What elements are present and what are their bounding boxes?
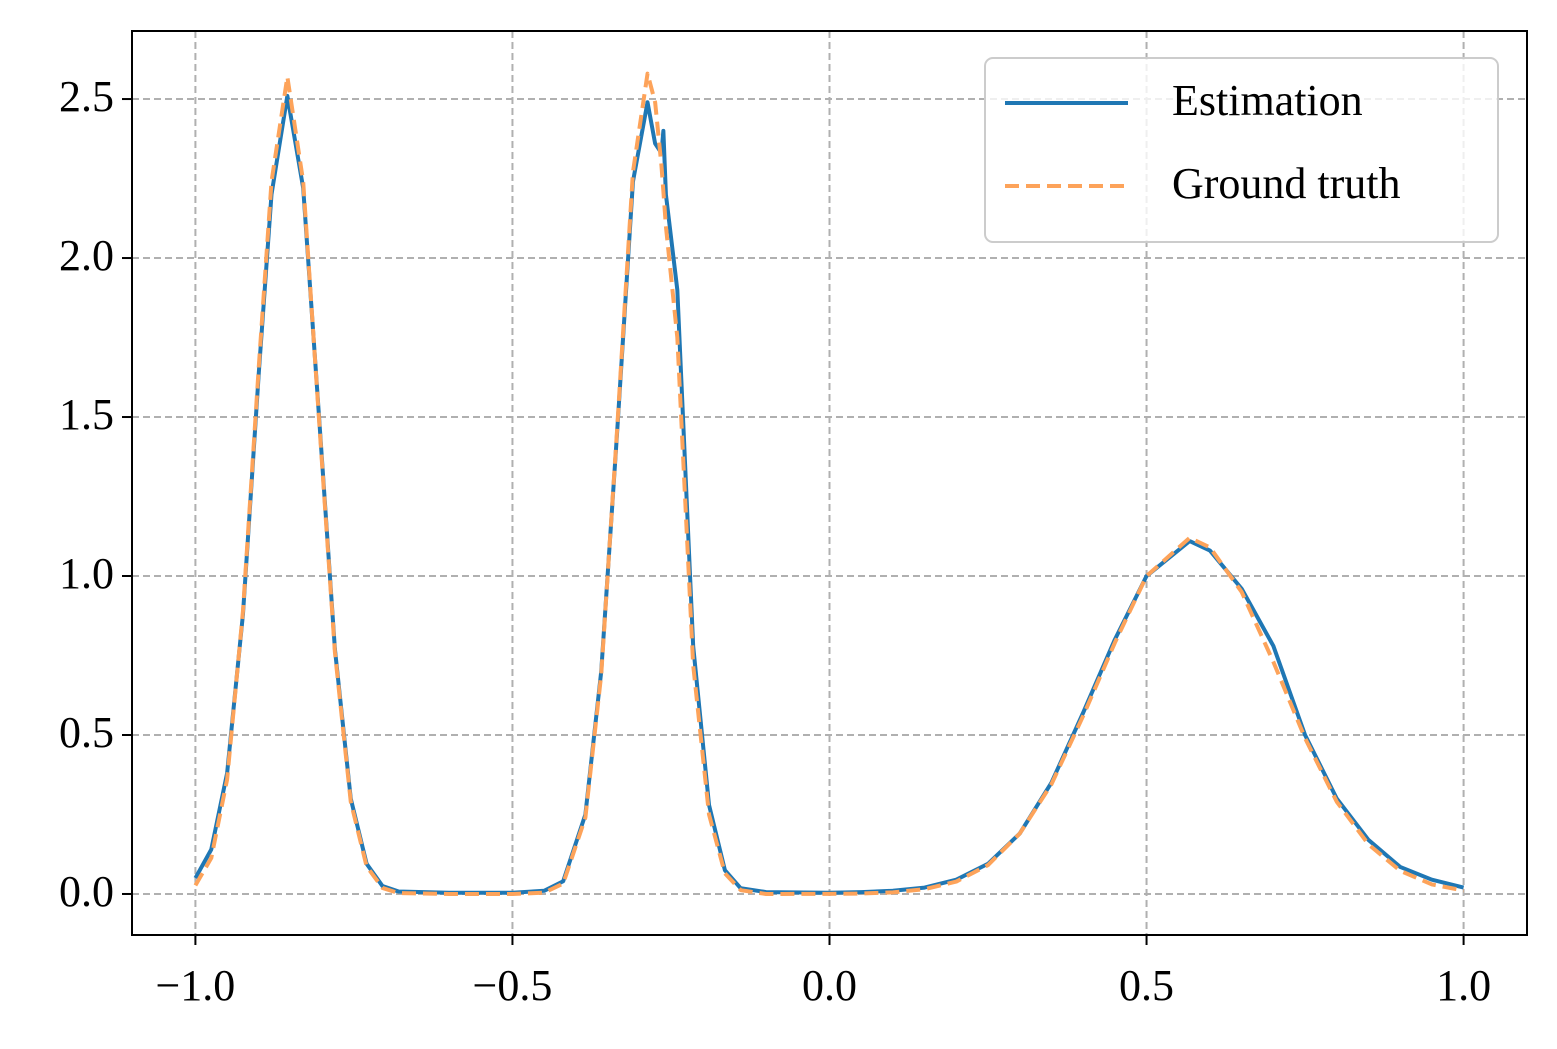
- x-tick-label: 1.0: [1436, 961, 1491, 1010]
- y-tick-label: 1.0: [59, 549, 114, 598]
- x-tick-label: 0.5: [1119, 961, 1174, 1010]
- y-tick-label: 0.0: [59, 867, 114, 916]
- y-tick-label: 1.5: [59, 390, 114, 439]
- legend-label: Ground truth: [1172, 159, 1401, 208]
- legend-label: Estimation: [1172, 76, 1363, 125]
- x-tick-label: −0.5: [473, 961, 553, 1010]
- x-tick-label: −1.0: [155, 961, 235, 1010]
- y-tick-label: 0.5: [59, 708, 114, 757]
- legend: Estimation Ground truth: [984, 57, 1499, 243]
- x-tick-label: 0.0: [802, 961, 857, 1010]
- y-tick-label: 2.0: [59, 231, 114, 280]
- data-line: [193, 71, 1464, 896]
- plot-frame: [131, 30, 1528, 936]
- y-tick-label: 2.5: [59, 72, 114, 121]
